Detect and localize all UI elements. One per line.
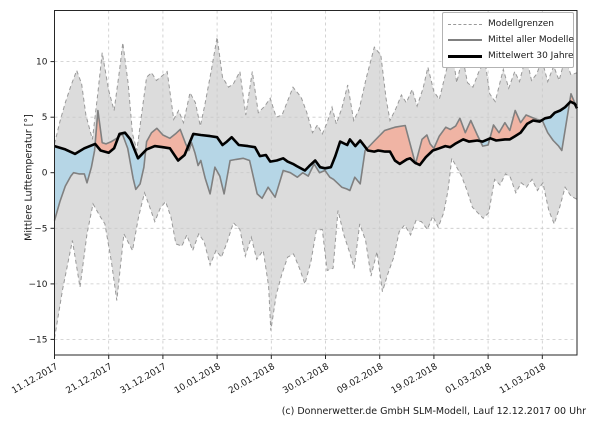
cold-anomaly-fill xyxy=(187,133,367,198)
legend-label: Modellgrenzen xyxy=(488,19,554,29)
y-axis-label: Mittlere Lufttemperatur [°] xyxy=(23,114,35,241)
warm-anomaly-fill xyxy=(145,128,188,161)
y-tick-label: −15 xyxy=(29,335,48,345)
y-tick-label: 10 xyxy=(36,58,48,68)
warm-anomaly-fill xyxy=(489,110,542,141)
x-tick-label: 19.02.2018 xyxy=(390,362,440,397)
x-tick-label: 10.01.2018 xyxy=(173,362,223,397)
cold-anomaly-fill xyxy=(541,102,570,151)
x-tick-label: 01.03.2018 xyxy=(444,362,494,397)
model-range-upper-line xyxy=(54,37,578,151)
model-mean-line xyxy=(53,93,578,221)
warm-anomaly-fill xyxy=(366,125,416,164)
cold-anomaly-fill xyxy=(54,143,96,221)
solid-line-icon xyxy=(448,39,482,41)
legend-label: Mittel aller Modelle xyxy=(488,35,574,45)
y-tick-label: 0 xyxy=(42,169,48,179)
dashed-line-icon xyxy=(448,23,482,25)
plot-border xyxy=(54,10,578,356)
y-tick-label: −10 xyxy=(29,280,48,290)
legend-label: Mittelwert 30 Jahre xyxy=(488,51,574,61)
chart-legend: Modellgrenzen Mittel aller Modelle Mitte… xyxy=(442,12,574,68)
x-tick-label: 11.12.2017 xyxy=(10,362,60,396)
x-tick-label: 21.12.2017 xyxy=(65,362,115,396)
model-range-lower-line xyxy=(54,156,578,339)
y-tick-label: −5 xyxy=(34,224,47,234)
x-tick-label: 31.12.2017 xyxy=(119,362,169,396)
climate-mean-line xyxy=(54,100,579,172)
legend-item-model-mean: Mittel aller Modelle xyxy=(448,33,574,48)
copyright-caption: (c) Donnerwetter.de GmbH SLM-Modell, Lau… xyxy=(281,406,586,417)
y-tick-label: 5 xyxy=(42,113,48,123)
legend-item-climate-mean: Mittelwert 30 Jahre xyxy=(448,49,574,64)
x-tick-label: 20.01.2018 xyxy=(227,362,277,397)
x-tick-label: 09.02.2018 xyxy=(336,362,386,397)
thick-line-icon xyxy=(448,54,482,58)
warm-anomaly-fill xyxy=(95,110,119,153)
x-tick-label: 11.03.2018 xyxy=(498,362,548,397)
cold-anomaly-fill xyxy=(118,132,146,190)
x-tick-label: 30.01.2018 xyxy=(281,362,331,397)
legend-item-model-bounds: Modellgrenzen xyxy=(448,17,568,32)
model-range-band xyxy=(54,37,577,339)
